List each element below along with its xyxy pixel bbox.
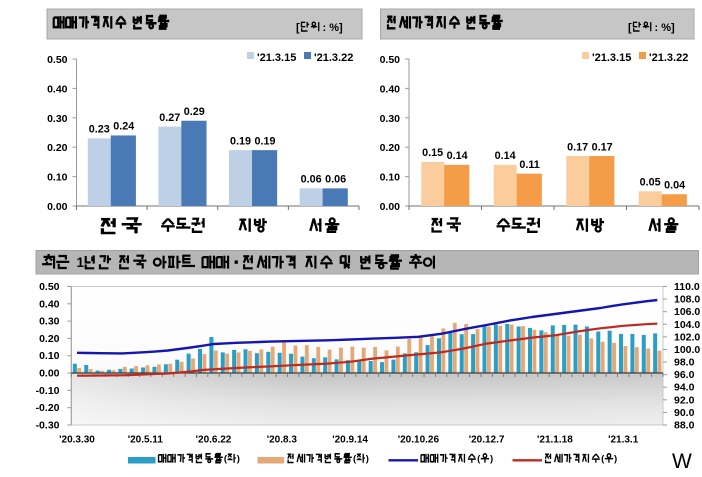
svg-text:0.27: 0.27 [159, 112, 180, 124]
svg-text:-0.20: -0.20 [36, 402, 60, 414]
svg-text:): ) [366, 454, 369, 465]
svg-text:0.50: 0.50 [47, 54, 68, 66]
svg-text:0.40: 0.40 [39, 298, 60, 310]
svg-text:[: [ [628, 22, 632, 34]
svg-text:96.0: 96.0 [674, 369, 695, 381]
svg-text:98.0: 98.0 [674, 357, 695, 369]
svg-text:'21.1.18: '21.1.18 [537, 435, 573, 446]
svg-text:0.19: 0.19 [254, 135, 275, 147]
svg-text:102.0: 102.0 [674, 331, 700, 343]
svg-text:(: ( [477, 454, 481, 465]
svg-text:0.00: 0.00 [39, 368, 60, 380]
svg-text:0.04: 0.04 [664, 180, 685, 192]
svg-text:0.19: 0.19 [230, 135, 251, 147]
svg-text:'20.9.14: '20.9.14 [332, 435, 368, 446]
svg-text:0.14: 0.14 [447, 150, 468, 162]
svg-text:'21.3.15: '21.3.15 [592, 52, 631, 64]
svg-text:[: [ [296, 22, 300, 34]
svg-text:0.00: 0.00 [380, 201, 401, 213]
svg-text:'20.12.7: '20.12.7 [469, 435, 505, 446]
svg-text:'20.5.11: '20.5.11 [128, 435, 164, 446]
svg-text:'21.3.22: '21.3.22 [649, 52, 688, 64]
svg-text:0.40: 0.40 [47, 83, 68, 95]
svg-text:0.29: 0.29 [184, 106, 205, 118]
svg-text:'21.3.15: '21.3.15 [257, 52, 296, 64]
svg-text:1: 1 [77, 255, 85, 270]
svg-text:(: ( [224, 454, 228, 465]
svg-text:0.10: 0.10 [380, 172, 401, 184]
svg-text:0.20: 0.20 [380, 142, 401, 154]
svg-text:92.0: 92.0 [674, 394, 695, 406]
svg-text:110.0: 110.0 [674, 281, 700, 293]
svg-text:0.10: 0.10 [47, 172, 68, 184]
svg-text:0.15: 0.15 [422, 147, 443, 159]
svg-text:0.40: 0.40 [380, 83, 401, 95]
svg-text:(: ( [601, 454, 605, 465]
svg-text:0.50: 0.50 [39, 281, 60, 293]
svg-text:100.0: 100.0 [674, 344, 700, 356]
svg-text:0.06: 0.06 [301, 174, 322, 186]
svg-text:0.06: 0.06 [325, 174, 346, 186]
svg-text:W: W [672, 450, 692, 473]
svg-text:0.24: 0.24 [113, 121, 134, 133]
svg-text:0.20: 0.20 [47, 142, 68, 154]
svg-text:94.0: 94.0 [674, 382, 695, 394]
svg-text:): ) [490, 454, 493, 465]
svg-text:'20.3.30: '20.3.30 [59, 435, 95, 446]
svg-text:'20.10.26: '20.10.26 [398, 435, 440, 446]
svg-text:0.30: 0.30 [47, 113, 68, 125]
svg-text:): ) [614, 454, 617, 465]
svg-text:'20.8.3: '20.8.3 [267, 435, 298, 446]
svg-text:0.00: 0.00 [47, 201, 68, 213]
svg-text:-0.10: -0.10 [36, 385, 60, 397]
svg-text:0.20: 0.20 [39, 333, 60, 345]
svg-text:0.30: 0.30 [39, 316, 60, 328]
svg-text:: %]: : %] [323, 22, 344, 34]
svg-text:(: ( [353, 454, 357, 465]
svg-text:'20.6.22: '20.6.22 [196, 435, 232, 446]
svg-text:0.10: 0.10 [39, 350, 60, 362]
svg-text:0.30: 0.30 [380, 113, 401, 125]
svg-text:-0.30: -0.30 [36, 420, 60, 432]
svg-text:0.05: 0.05 [640, 177, 661, 189]
svg-text:0.50: 0.50 [380, 54, 401, 66]
svg-text:: %]: : %] [655, 22, 676, 34]
svg-text:90.0: 90.0 [674, 407, 695, 419]
svg-text:0.17: 0.17 [592, 141, 613, 153]
svg-text:0.17: 0.17 [567, 141, 588, 153]
svg-text:): ) [237, 454, 240, 465]
svg-text:108.0: 108.0 [674, 294, 700, 306]
svg-text:0.23: 0.23 [89, 124, 110, 136]
svg-text:106.0: 106.0 [674, 306, 700, 318]
svg-text:88.0: 88.0 [674, 420, 695, 432]
svg-text:0.11: 0.11 [519, 159, 539, 171]
svg-text:0.14: 0.14 [495, 150, 516, 162]
svg-text:'21.3.1: '21.3.1 [608, 435, 639, 446]
svg-text:'21.3.22: '21.3.22 [314, 52, 353, 64]
svg-text:104.0: 104.0 [674, 319, 700, 331]
